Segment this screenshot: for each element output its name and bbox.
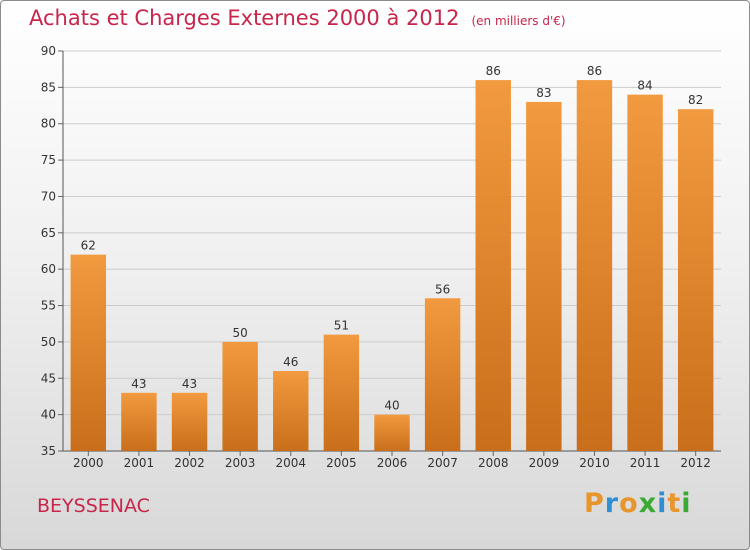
y-tick-label: 85 — [41, 80, 56, 94]
proxiti-logo: Proxiti — [584, 488, 692, 519]
x-tick-label: 2008 — [478, 456, 509, 470]
x-tick-label: 2010 — [579, 456, 610, 470]
y-tick-label: 80 — [41, 117, 56, 131]
data-label: 56 — [435, 282, 450, 296]
bar — [627, 94, 663, 452]
logo-letter: P — [584, 488, 605, 519]
bar — [323, 334, 360, 451]
title-row: Achats et Charges Externes 2000 à 2012 (e… — [29, 6, 566, 30]
bar — [374, 414, 410, 451]
bar — [70, 254, 107, 451]
y-tick-label: 50 — [41, 335, 56, 349]
bar — [121, 392, 157, 451]
y-tick-label: 55 — [41, 299, 56, 313]
bar — [576, 80, 613, 451]
data-label: 82 — [688, 93, 703, 107]
x-tick-label: 2009 — [529, 456, 560, 470]
logo-letter: o — [619, 488, 639, 519]
chart-title: Achats et Charges Externes 2000 à 2012 — [29, 6, 460, 30]
data-label: 43 — [182, 377, 197, 391]
bars — [70, 80, 714, 452]
x-tick-label: 2000 — [73, 456, 104, 470]
data-labels: 62 43 43 50 46 51 40 56 86 83 86 84 82 — [81, 64, 704, 413]
data-label: 51 — [334, 319, 349, 333]
x-tick-label: 2005 — [326, 456, 357, 470]
x-tick-label: 2006 — [377, 456, 408, 470]
y-tick-label: 75 — [41, 153, 56, 167]
x-tick-label: 2012 — [680, 456, 711, 470]
x-tick-label: 2001 — [124, 456, 155, 470]
y-tick-label: 65 — [41, 226, 56, 240]
y-tick-label: 60 — [41, 262, 56, 276]
bar — [677, 109, 714, 451]
logo-letter: r — [604, 488, 620, 519]
y-tick-label: 45 — [41, 371, 56, 385]
y-tick-label: 70 — [41, 189, 56, 203]
data-label: 62 — [81, 239, 96, 253]
bar — [222, 341, 258, 451]
x-tick-label: 2002 — [174, 456, 205, 470]
data-label: 84 — [637, 79, 652, 93]
data-label: 86 — [486, 64, 501, 78]
x-tick-label: 2011 — [630, 456, 661, 470]
logo-letter: x — [638, 488, 658, 519]
bar — [273, 371, 309, 451]
gridlines — [63, 50, 721, 452]
data-label: 46 — [283, 355, 298, 369]
bar — [424, 298, 461, 451]
data-label: 50 — [233, 326, 248, 340]
y-tick-label: 90 — [41, 44, 56, 58]
data-label: 83 — [536, 86, 551, 100]
y-tick-label: 40 — [41, 408, 56, 422]
x-tick-label: 2003 — [225, 456, 256, 470]
data-label: 86 — [587, 64, 602, 78]
commune-name: BEYSSENAC — [37, 495, 150, 517]
chart-subtitle: (en milliers d'€) — [471, 14, 566, 28]
data-label: 43 — [131, 377, 146, 391]
logo-letter: i — [681, 488, 692, 519]
y-tick-label: 35 — [41, 444, 56, 458]
bar — [475, 80, 511, 451]
logo-letter: t — [667, 488, 682, 519]
data-label: 40 — [384, 399, 399, 413]
x-tick-label: 2004 — [275, 456, 306, 470]
bar — [526, 101, 562, 451]
x-tick-label: 2007 — [427, 456, 458, 470]
bar — [171, 392, 208, 451]
logo-letter: i — [657, 488, 668, 519]
